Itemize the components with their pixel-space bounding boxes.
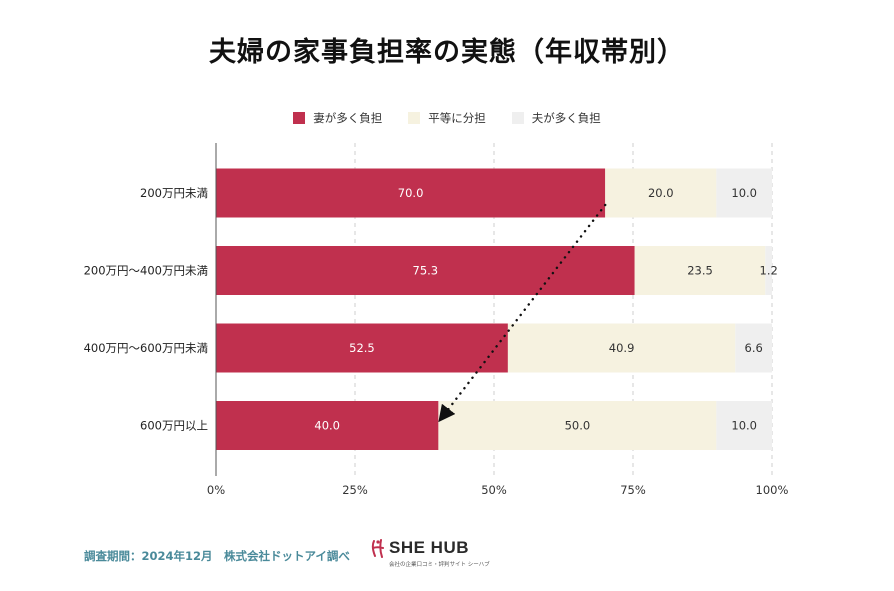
brand-name: SHE HUB [389, 538, 470, 557]
data-label: 1.2 [760, 264, 778, 278]
bar-layer [216, 168, 772, 450]
legend-label-wife: 妻が多く負担 [313, 111, 383, 125]
category-label: 200万円〜400万円未満 [84, 264, 208, 278]
data-label: 6.6 [745, 341, 763, 355]
x-tick-label: 25% [342, 483, 368, 497]
x-tick-label: 0% [207, 483, 225, 497]
legend-label-equal: 平等に分担 [428, 111, 486, 125]
bar-segment [765, 246, 772, 295]
source-note: 調査期間：2024年12月 株式会社ドットアイ調べ [84, 549, 350, 563]
bar-segment [438, 401, 717, 450]
chart-legend: 妻が多く負担 平等に分担 夫が多く負担 [0, 110, 894, 126]
data-label: 23.5 [687, 264, 713, 278]
legend-swatch-wife [293, 112, 306, 124]
brand-tagline: 会社の企業口コミ・評判サイト シーハブ [389, 562, 490, 568]
legend-swatch-husband [511, 112, 524, 124]
data-label: 20.0 [648, 186, 674, 200]
legend-label-husband: 夫が多く負担 [531, 111, 601, 125]
bar-segment [634, 246, 766, 295]
data-label: 70.0 [398, 186, 424, 200]
label-layer: 70.0 20.0 10.0 75.3 23.5 1.2 52.5 40.9 6.6 40.0 50… [314, 186, 777, 433]
bar-segment [216, 323, 508, 373]
bar-segment [716, 401, 772, 450]
legend-item-wife: 妻が多く負担 [293, 110, 382, 126]
category-label: 200万円未満 [140, 186, 208, 200]
bar-segment [216, 246, 635, 295]
bar-segment [216, 401, 439, 450]
axis-layer: 0% 25% 50% 75% 100% 200万円未満 200万円〜400万円未満 400万円… [84, 143, 789, 497]
data-label: 40.9 [609, 341, 635, 355]
data-label: 52.5 [349, 341, 375, 355]
bar-segment [507, 323, 736, 373]
bar-segment [216, 168, 606, 218]
data-label: 10.0 [731, 186, 757, 200]
x-tick-label: 50% [481, 483, 507, 497]
legend-swatch-equal [408, 112, 421, 124]
x-tick-label: 75% [620, 483, 646, 497]
x-tick-label: 100% [756, 483, 789, 497]
data-label: 10.0 [731, 419, 757, 433]
legend-item-equal: 平等に分担 [408, 110, 486, 126]
data-label: 40.0 [314, 419, 340, 433]
bar-segment [735, 323, 772, 373]
legend-item-husband: 夫が多く負担 [511, 110, 601, 126]
data-label: 75.3 [413, 264, 439, 278]
bar-segment [605, 168, 717, 218]
bar-segment [716, 168, 772, 218]
brand-logo: SHE HUB 会社の企業口コミ・評判サイト シーハブ [370, 538, 490, 568]
data-label: 50.0 [565, 419, 591, 433]
annotation-layer [438, 203, 607, 423]
category-label: 400万円〜600万円未満 [84, 341, 208, 355]
brand-mark-icon [371, 539, 384, 558]
trend-arrow [438, 203, 607, 423]
category-label: 600万円以上 [140, 419, 208, 433]
chart-title: 夫婦の家事負担率の実態（年収帯別） [209, 37, 685, 68]
